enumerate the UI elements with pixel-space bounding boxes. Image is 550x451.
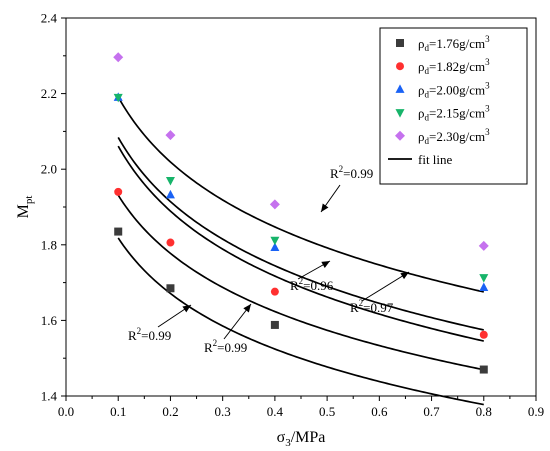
- legend-label: ρd=2.15g/cm3: [418, 104, 490, 123]
- data-point: [479, 274, 489, 283]
- legend-superscript: 3: [485, 80, 490, 90]
- y-tick-label: 2.2: [41, 86, 57, 101]
- data-point: [270, 236, 280, 246]
- data-point: [114, 227, 123, 236]
- legend-marker: [395, 84, 405, 93]
- y-tick-label: 1.4: [41, 389, 58, 404]
- r2-label: R2=0.99: [128, 326, 171, 343]
- x-tick-label: 0.8: [476, 404, 492, 419]
- legend-value: =2.15g/cm: [429, 106, 485, 121]
- legend-marker: [395, 130, 405, 141]
- legend-marker: [396, 39, 404, 47]
- data-point: [270, 242, 280, 251]
- annotation-arrow-head: [243, 304, 251, 313]
- legend-subscript: d: [425, 43, 430, 53]
- r2-superscript: 2: [137, 326, 142, 336]
- fit-line: [117, 194, 484, 371]
- annotation-arrow-head: [321, 261, 330, 268]
- r2-label: R2=0.99: [330, 164, 373, 181]
- data-point: [270, 320, 279, 329]
- fit-line: [117, 237, 484, 406]
- r2-value: =0.99: [343, 166, 373, 181]
- data-point: [165, 130, 176, 141]
- legend-label: ρd=2.30g/cm3: [418, 127, 490, 146]
- r2-annotations: R2=0.99 R2=0.96 R2=0.97 R2=0.99 R2=0.99: [128, 164, 410, 355]
- r2-superscript: 2: [213, 338, 218, 348]
- data-point: [479, 330, 488, 339]
- legend-subscript: d: [425, 66, 430, 76]
- legend-superscript: 3: [485, 34, 490, 44]
- legend-value: =2.30g/cm: [429, 129, 485, 144]
- r2-value: =0.97: [363, 300, 394, 315]
- data-point: [269, 199, 280, 210]
- r2-superscript: 2: [359, 298, 364, 308]
- annotation-arrow-head: [400, 272, 409, 280]
- annotation-arrow-head: [321, 203, 329, 212]
- data-point: [114, 187, 123, 196]
- x-tick-label: 0.0: [58, 404, 74, 419]
- annotation-arrow-line: [361, 271, 410, 302]
- r2-label: R2=0.97: [350, 298, 394, 315]
- x-tick-label: 0.7: [423, 404, 440, 419]
- r2-value: =0.99: [217, 340, 247, 355]
- legend-subscript: d: [425, 113, 430, 123]
- legend-marker: [396, 62, 404, 71]
- legend-box: [379, 27, 528, 185]
- y-tick-label: 1.6: [41, 313, 58, 328]
- data-markers: [113, 52, 489, 374]
- r2-label: R2=0.96: [290, 276, 334, 293]
- legend-superscript: 3: [485, 104, 490, 114]
- legend-subscript: d: [425, 136, 430, 146]
- r2-superscript: 2: [339, 164, 344, 174]
- x-tick-label: 0.9: [528, 404, 544, 419]
- legend-fit-label: fit line: [418, 152, 453, 167]
- data-point: [165, 189, 175, 199]
- legend-label: ρd=1.76g/cm3: [418, 34, 490, 53]
- y-tick-label: 2.0: [41, 162, 57, 177]
- data-point: [479, 365, 488, 374]
- r2-superscript: 2: [299, 276, 304, 286]
- data-point: [113, 52, 124, 63]
- legend-value: =1.76g/cm: [429, 36, 485, 51]
- legend-value: =2.00g/cm: [429, 82, 485, 97]
- x-tick-label: 0.6: [371, 404, 388, 419]
- fit-line: [117, 96, 484, 293]
- legend: ρd=1.76g/cm3 ρd=1.82g/cm3 ρd=2.00g/cm3 ρd=2…: [379, 27, 528, 185]
- legend-subscript: d: [425, 89, 430, 99]
- x-axis-title-sub: 3: [285, 437, 291, 449]
- legend-superscript: 3: [485, 127, 490, 137]
- annotation-arrow-head: [182, 305, 191, 313]
- fit-curves: [117, 96, 484, 406]
- legend-value: =1.82g/cm: [429, 59, 485, 74]
- x-tick-label: 0.2: [162, 404, 178, 419]
- x-tick-label: 0.4: [267, 404, 284, 419]
- legend-label: ρd=1.82g/cm3: [418, 57, 490, 76]
- legend-marker: [395, 109, 405, 118]
- x-axis-title-unit: /MPa: [291, 429, 326, 446]
- r2-value: =0.96: [303, 278, 334, 293]
- legend-label: ρd=2.00g/cm3: [418, 80, 490, 99]
- data-point: [166, 284, 175, 293]
- fit-line: [117, 136, 484, 331]
- y-tick-label: 1.8: [41, 237, 57, 252]
- axis-ticks: 0.0 0.1 0.2 0.3 0.4 0.5 0.6 0.7 0.8 0.9 1.4 1.6 1.8 2…: [41, 11, 544, 420]
- data-point: [113, 93, 123, 103]
- x-tick-label: 0.3: [215, 404, 231, 419]
- data-point: [479, 282, 489, 292]
- data-point: [270, 287, 279, 296]
- r2-label: R2=0.99: [204, 338, 247, 355]
- x-tick-label: 0.1: [110, 404, 126, 419]
- data-point: [166, 238, 175, 247]
- x-tick-label: 0.5: [319, 404, 335, 419]
- y-axis-title-sub: pt: [23, 196, 35, 205]
- y-tick-label: 2.4: [41, 11, 58, 26]
- legend-superscript: 3: [485, 57, 490, 67]
- fit-line: [117, 145, 484, 342]
- r2-value: =0.99: [141, 328, 171, 343]
- data-point: [165, 177, 175, 186]
- data-point: [478, 240, 489, 251]
